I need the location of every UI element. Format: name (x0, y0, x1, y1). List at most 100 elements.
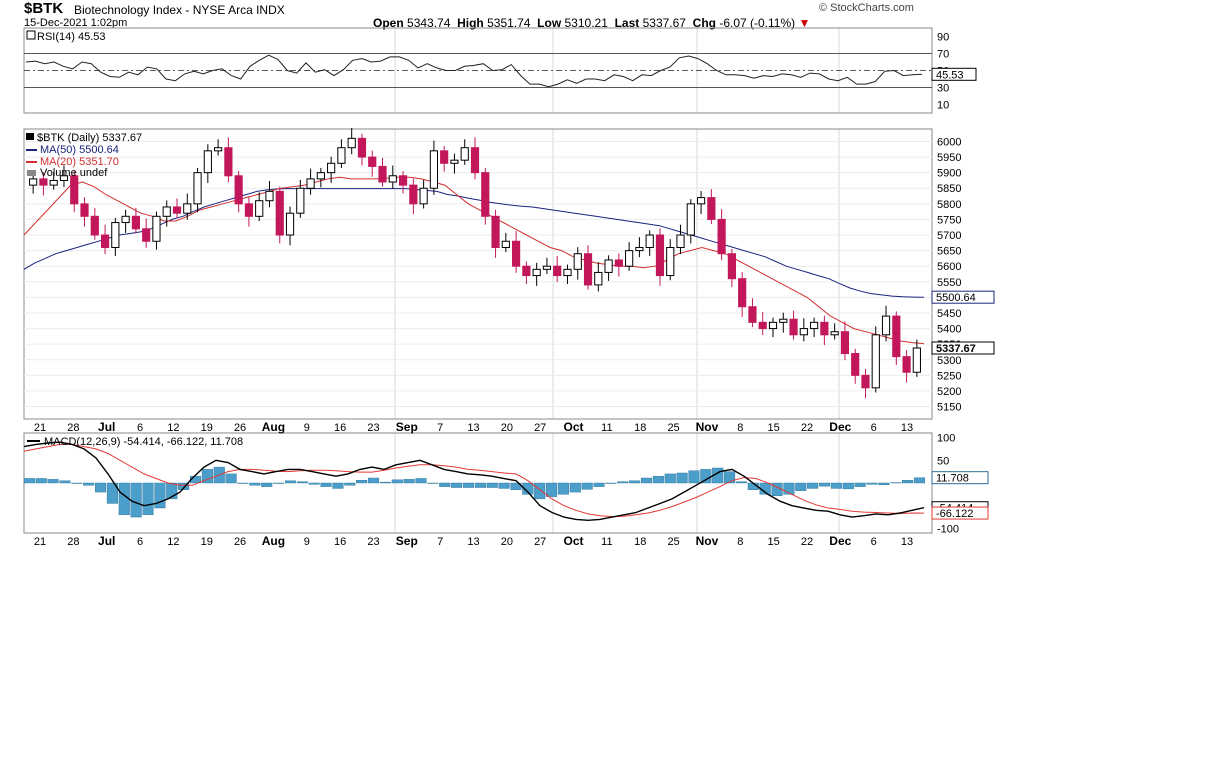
candle-body (542, 265, 552, 270)
price-x-axis-label: 16 (334, 422, 346, 434)
macd-histogram-bar (534, 482, 546, 500)
price-tick-label: 5150 (937, 402, 961, 414)
macd-histogram-bar (546, 482, 558, 497)
candle-body (244, 203, 254, 217)
candle-body (337, 147, 346, 164)
ma20-line (23, 176, 925, 345)
macd-histogram-bar (23, 478, 35, 484)
macd-histogram-bar (439, 482, 451, 487)
macd-histogram-bar (486, 482, 498, 488)
candle-body (419, 187, 428, 205)
candle-body (265, 190, 274, 202)
candle-body (861, 374, 870, 389)
candle-body (768, 321, 778, 330)
candle-body (111, 222, 120, 248)
macd-histogram-bar (225, 473, 237, 484)
candle-body (224, 147, 233, 177)
macd-histogram-bar (142, 482, 154, 516)
price-x-axis-label: 28 (67, 422, 79, 434)
price-x-axis-label: 27 (534, 422, 546, 434)
macd-x-axis-label: 28 (67, 536, 79, 548)
macd-x-axis-label: Sep (396, 534, 418, 548)
stockcharts-logo[interactable]: © StockCharts.com (819, 2, 914, 14)
macd-histogram-bar (474, 482, 486, 488)
candle-body (39, 178, 48, 186)
macd-histogram-bar (130, 482, 142, 518)
macd-histogram-bar (842, 482, 854, 490)
candle-body (255, 200, 264, 217)
price-x-axis-label: 7 (437, 422, 443, 434)
price-x-axis-label: Sep (396, 420, 418, 434)
ma50-current-value: 5500.64 (936, 292, 976, 304)
price-tick-label: 5450 (937, 308, 961, 320)
candle-body (470, 147, 480, 174)
macd-histogram-bar (308, 482, 320, 485)
macd-histogram-bar (700, 469, 712, 484)
volume-legend-label: Volume undef (40, 167, 108, 179)
candle-body (193, 172, 202, 205)
candle-body (912, 347, 921, 373)
candle-body (275, 190, 284, 236)
macd-histogram-bar (593, 482, 605, 487)
macd-histogram-bar (605, 482, 617, 484)
macd-histogram-bar (581, 482, 593, 490)
price-x-axis-label: Jul (98, 420, 115, 434)
quote-bar: Open 5343.74 High 5351.74 Low 5310.21 La… (373, 16, 810, 30)
price-tick-label: 5300 (937, 355, 961, 367)
candle-body (604, 259, 613, 273)
candle-body (296, 187, 305, 214)
price-tick-label: 5750 (937, 214, 961, 226)
macd-histogram-bar (688, 470, 700, 484)
price-x-axis-label: Nov (696, 420, 719, 434)
candle-body (512, 240, 521, 267)
price-x-axis-label: 20 (501, 422, 513, 434)
macd-x-axis-label: 6 (137, 536, 143, 548)
down-arrow-icon: ▼ (798, 16, 811, 30)
macd-histogram-bar (462, 482, 475, 488)
macd-histogram-bar (629, 480, 641, 484)
macd-histogram-value-box (931, 471, 989, 485)
macd-tick-label: -100 (937, 523, 959, 535)
candle-body (327, 162, 336, 174)
macd-histogram-bar (890, 482, 902, 484)
price-x-axis-label: 26 (234, 422, 246, 434)
macd-signal-line (23, 443, 925, 518)
candle-body (738, 278, 747, 308)
candle-body (532, 268, 541, 277)
price-x-axis-label: 22 (801, 422, 813, 434)
candle-body (748, 306, 757, 323)
macd-histogram-bar (344, 482, 356, 486)
price-x-axis-label: 25 (667, 422, 679, 434)
macd-histogram-bar (557, 482, 569, 495)
candle-body (347, 137, 356, 149)
macd-histogram-bar (273, 482, 285, 484)
candle-body (696, 197, 706, 205)
macd-tick-label: 100 (937, 433, 955, 445)
macd-histogram-bar (795, 482, 807, 491)
price-tick-label: 5950 (937, 152, 961, 164)
candle-body (779, 318, 788, 323)
chg-value: -6.07 (-0.11%) (719, 16, 796, 30)
macd-x-axis-label: 21 (34, 536, 46, 548)
timestamp: 15-Dec-2021 1:02pm (24, 17, 128, 29)
rsi-tick-label: 30 (937, 83, 949, 95)
macd-x-axis-label: 6 (871, 536, 877, 548)
macd-histogram-bar (640, 477, 653, 484)
low-value: 5310.21 (564, 16, 608, 30)
macd-histogram-bar (391, 479, 403, 484)
macd-signal-value: -66.122 (936, 508, 973, 520)
price-x-axis-label: 13 (467, 422, 479, 434)
candle-body (368, 156, 377, 167)
macd-histogram-bar (902, 480, 914, 484)
price-panel-frame (23, 128, 933, 420)
macd-histogram-bar (427, 482, 439, 484)
candle-body (409, 184, 418, 205)
macd-histogram-bar (83, 482, 95, 486)
price-tick-label: 5400 (937, 324, 961, 336)
macd-histogram-bar (664, 473, 676, 484)
candle-body (162, 206, 171, 217)
macd-histogram-bar (676, 472, 688, 484)
price-x-axis-label: Dec (829, 420, 851, 434)
macd-histogram-bar (913, 477, 926, 484)
